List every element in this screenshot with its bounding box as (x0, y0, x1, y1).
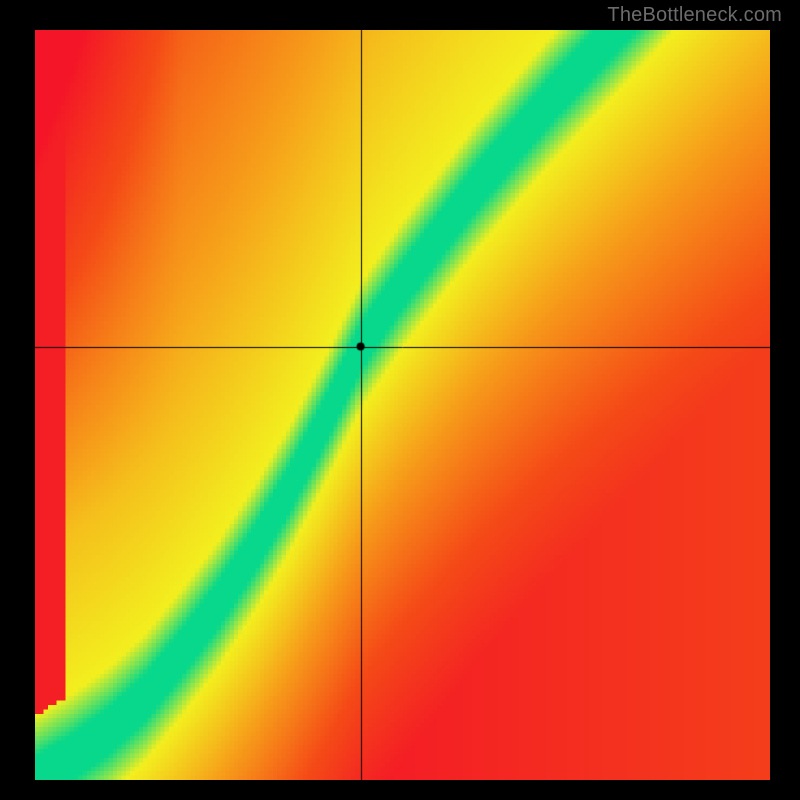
bottleneck-heatmap (35, 30, 770, 780)
chart-container: TheBottleneck.com (0, 0, 800, 800)
watermark-text: TheBottleneck.com (607, 4, 782, 27)
